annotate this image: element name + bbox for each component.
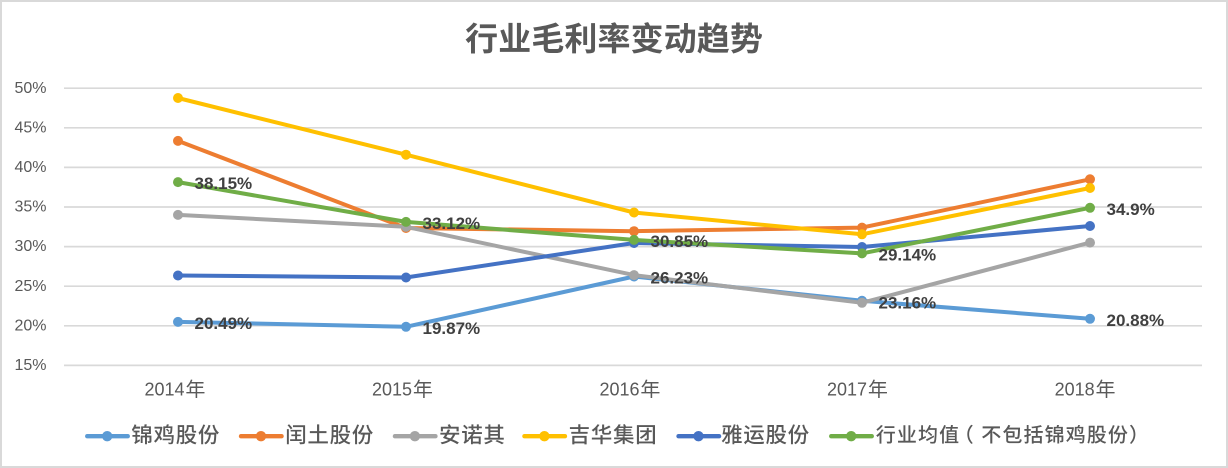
svg-text:20%: 20% [14,317,46,334]
svg-text:2016: 2016 [600,379,640,399]
svg-text:23.16%: 23.16% [879,294,937,313]
svg-text:29.14%: 29.14% [879,246,937,265]
svg-text:45%: 45% [14,119,46,136]
svg-text:2014: 2014 [145,379,185,399]
svg-text:20.88%: 20.88% [1107,311,1165,330]
svg-text:20.49%: 20.49% [195,314,253,333]
svg-text:30%: 30% [14,238,46,255]
svg-text:50%: 50% [14,80,46,97]
svg-text:19.87%: 19.87% [423,319,481,338]
svg-text:26.23%: 26.23% [651,269,709,288]
svg-text:25%: 25% [14,278,46,295]
svg-text:40%: 40% [14,159,46,176]
svg-text:34.9%: 34.9% [1107,200,1155,219]
svg-text:2017: 2017 [827,379,867,399]
svg-text:30.85%: 30.85% [651,232,709,251]
svg-text:33.12%: 33.12% [423,214,481,233]
svg-text:2015: 2015 [372,379,412,399]
svg-text:2018: 2018 [1055,379,1095,399]
svg-text:35%: 35% [14,199,46,216]
svg-text:38.15%: 38.15% [195,174,253,193]
svg-text:15%: 15% [14,357,46,374]
